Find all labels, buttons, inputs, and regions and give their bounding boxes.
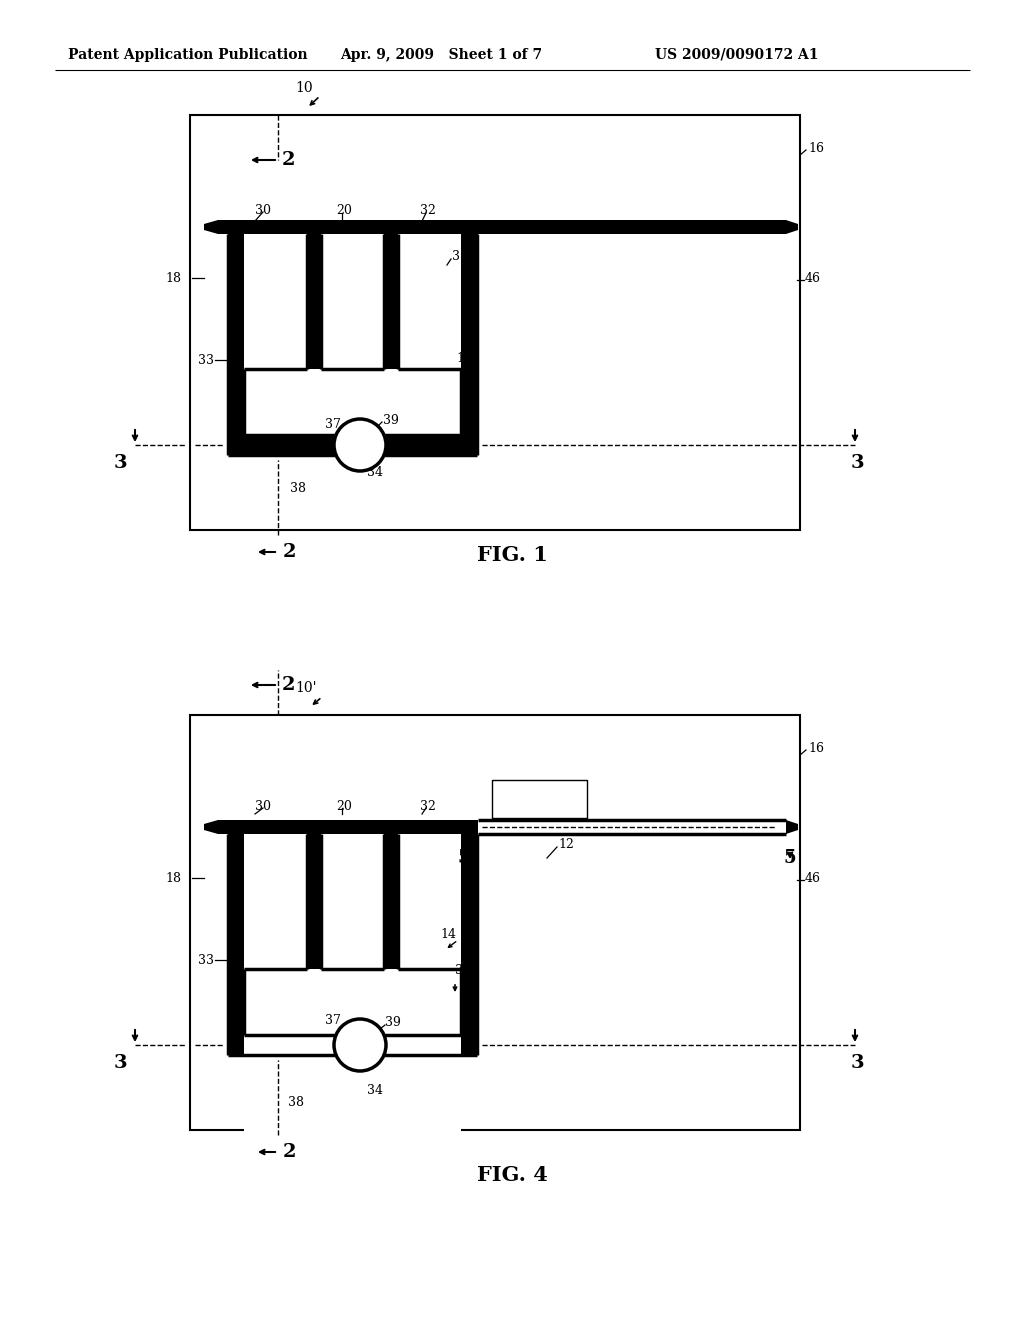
Text: 2: 2: [283, 1143, 297, 1162]
Text: 37: 37: [325, 417, 341, 430]
Bar: [190, 115, 800, 531]
Bar: [244, 234, 307, 370]
Text: 16: 16: [808, 742, 824, 755]
Text: 39: 39: [383, 413, 399, 426]
Text: 35: 35: [452, 251, 468, 264]
Text: 12: 12: [558, 838, 573, 851]
Polygon shape: [204, 820, 218, 834]
Text: Patent Application Publication: Patent Application Publication: [68, 48, 307, 62]
Bar: [218, 820, 478, 834]
Bar: [218, 220, 478, 234]
Text: 3: 3: [114, 1053, 127, 1072]
Text: 2: 2: [282, 676, 296, 694]
Text: 30: 30: [255, 800, 271, 813]
Text: 38: 38: [288, 1097, 304, 1110]
Text: 34: 34: [367, 1085, 383, 1097]
Text: FIG. 4: FIG. 4: [476, 1166, 548, 1185]
Bar: [190, 715, 800, 1130]
Text: 3: 3: [114, 454, 127, 473]
Bar: [478, 220, 786, 234]
Text: 2: 2: [283, 543, 297, 561]
Text: 20: 20: [336, 203, 352, 216]
Text: 35: 35: [455, 964, 471, 977]
Bar: [244, 370, 461, 436]
Text: 20: 20: [336, 800, 352, 813]
Polygon shape: [786, 820, 798, 834]
Text: 18: 18: [165, 272, 181, 285]
Bar: [398, 234, 461, 370]
Text: 37: 37: [325, 1014, 341, 1027]
Circle shape: [334, 418, 386, 471]
Text: 39: 39: [385, 1016, 400, 1030]
Text: 33: 33: [198, 953, 214, 966]
Text: 5: 5: [783, 849, 797, 867]
Text: FIG. 1: FIG. 1: [476, 545, 548, 565]
Text: US 2009/0090172 A1: US 2009/0090172 A1: [655, 48, 818, 62]
Polygon shape: [204, 220, 218, 234]
Text: 14: 14: [440, 928, 456, 941]
Text: 30: 30: [255, 203, 271, 216]
Text: 38: 38: [290, 482, 306, 495]
Text: 3: 3: [850, 1053, 864, 1072]
Bar: [398, 834, 461, 969]
Text: 14: 14: [456, 351, 472, 364]
Text: 34: 34: [367, 466, 383, 479]
Text: Apr. 9, 2009   Sheet 1 of 7: Apr. 9, 2009 Sheet 1 of 7: [340, 48, 542, 62]
Bar: [228, 234, 478, 455]
Text: 10': 10': [295, 681, 316, 696]
Polygon shape: [786, 220, 798, 234]
Bar: [321, 834, 384, 969]
Text: 33: 33: [198, 354, 214, 367]
Text: 2: 2: [282, 150, 296, 169]
Text: 16: 16: [808, 141, 824, 154]
Text: 32: 32: [420, 800, 436, 813]
Text: 18: 18: [165, 871, 181, 884]
Text: 3: 3: [850, 454, 864, 473]
Text: 10: 10: [295, 81, 312, 95]
Text: 5: 5: [458, 849, 470, 867]
Bar: [321, 234, 384, 370]
Bar: [244, 969, 461, 1170]
Bar: [492, 780, 587, 818]
Text: 46: 46: [805, 272, 821, 285]
Bar: [228, 834, 478, 1055]
Circle shape: [334, 1019, 386, 1071]
Bar: [244, 834, 307, 969]
Text: 32: 32: [420, 203, 436, 216]
Text: 46: 46: [805, 871, 821, 884]
